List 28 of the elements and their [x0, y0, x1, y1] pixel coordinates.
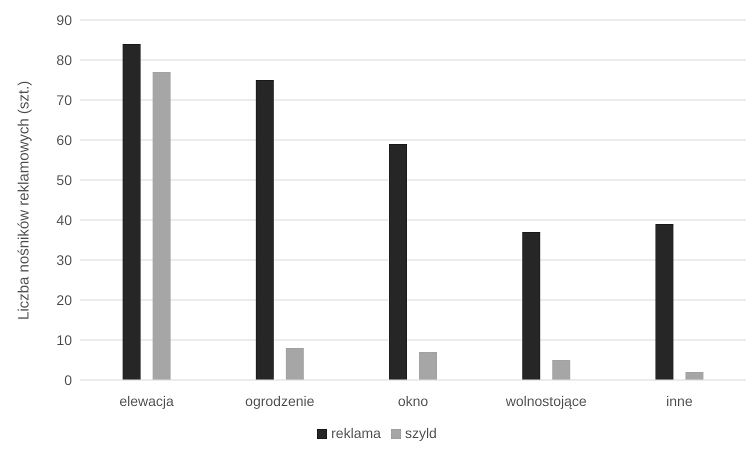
bar [256, 80, 274, 380]
bar [152, 72, 171, 380]
y-axis-title: Liczba nośników reklamowych (szt.) [15, 80, 32, 320]
y-tick-label: 30 [56, 252, 72, 268]
bar [655, 224, 674, 380]
bar [389, 144, 408, 380]
bar [552, 360, 570, 380]
bar [522, 232, 540, 380]
x-tick-label: elewacja [119, 392, 174, 409]
y-tick-label: 90 [56, 12, 72, 28]
y-tick-label: 10 [56, 332, 72, 348]
legend-label: reklama [331, 425, 381, 441]
y-tick-label: 0 [64, 372, 72, 388]
y-tick-label: 60 [56, 132, 72, 148]
x-tick-label: wolnostojące [504, 392, 587, 409]
bar [685, 372, 704, 380]
bar [286, 348, 304, 380]
legend-label: szyld [404, 425, 437, 441]
y-tick-label: 50 [56, 172, 72, 188]
bar [419, 352, 438, 380]
bar [122, 44, 141, 380]
x-tick-label: inne [666, 392, 693, 409]
y-tick-label: 40 [56, 212, 72, 228]
x-tick-label: okno [398, 392, 428, 409]
y-tick-label: 80 [56, 52, 72, 68]
y-tick-label: 70 [56, 92, 72, 108]
x-tick-label: ogrodzenie [245, 392, 315, 409]
y-tick-label: 20 [56, 292, 72, 308]
